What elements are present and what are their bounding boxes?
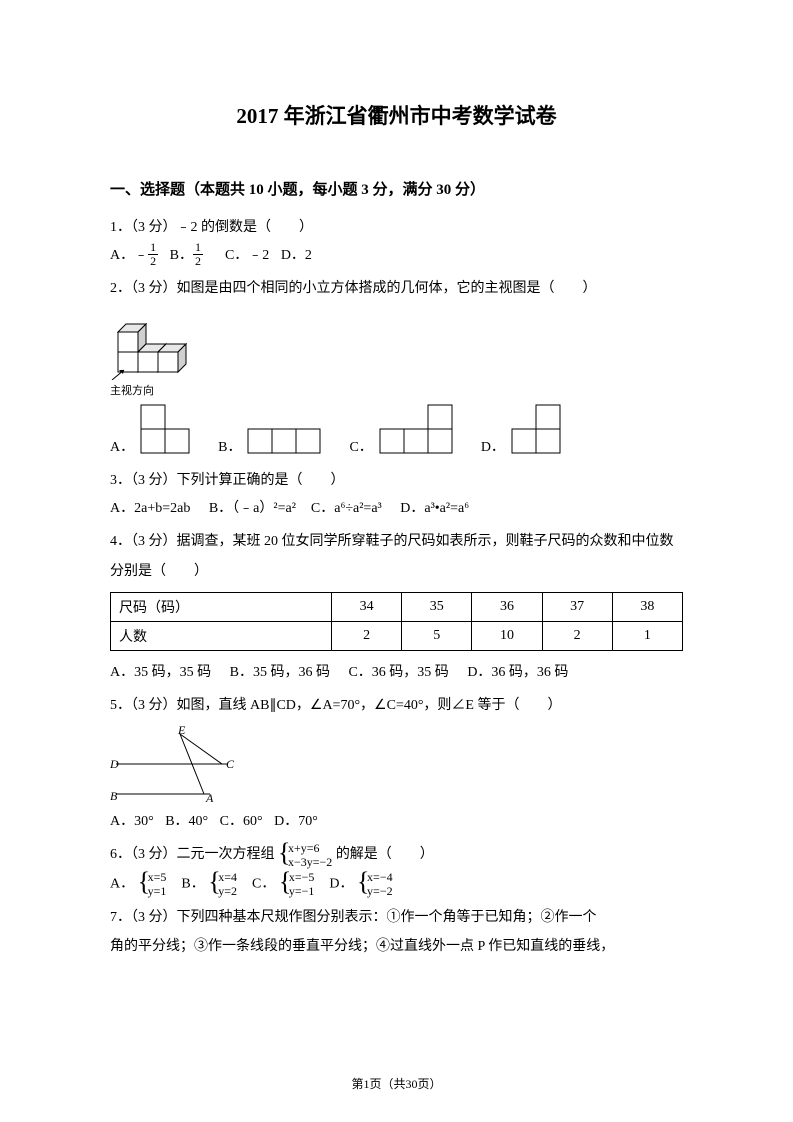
q2-solid-figure: 主视方向 bbox=[110, 310, 683, 398]
q2-option-a-figure bbox=[140, 404, 190, 456]
svg-text:C: C bbox=[226, 757, 235, 771]
question-5: 5．（3 分）如图，直线 AB∥CD，∠A=70°，∠C=40°，则∠E 等于（… bbox=[110, 691, 683, 720]
q5-option-a: A．30° bbox=[110, 808, 154, 836]
q6-option-a: A． x=5y=1 bbox=[110, 870, 166, 899]
svg-text:E: E bbox=[177, 724, 186, 737]
q2-option-c-figure bbox=[379, 404, 453, 456]
table-row: 尺码（码） 34 35 36 37 38 bbox=[111, 592, 683, 621]
q2-option-d-label: D． bbox=[481, 436, 505, 456]
table-row: 人数 2 5 10 2 1 bbox=[111, 621, 683, 650]
q3-option-b: B．（﹣a）²=a² bbox=[209, 495, 296, 523]
q5-option-b: B．40° bbox=[165, 808, 208, 836]
fraction-icon: 12 bbox=[193, 241, 203, 267]
question-6-options: A． x=5y=1 B． x=4y=2 C． x=−5y=−1 D． x=−4y… bbox=[110, 870, 683, 899]
q2-option-b-label: B． bbox=[218, 436, 241, 456]
section-1-heading: 一、选择题（本题共 10 小题，每小题 3 分，满分 30 分） bbox=[110, 178, 683, 199]
q5-option-d: D．70° bbox=[274, 808, 318, 836]
q5-option-c: C．60° bbox=[220, 808, 263, 836]
question-1: 1．（3 分）﹣2 的倒数是（ ） bbox=[110, 213, 683, 242]
q4-option-d: D．36 码，36 码 bbox=[467, 659, 568, 687]
svg-text:A: A bbox=[205, 791, 214, 804]
q4-option-b: B．35 码，36 码 bbox=[230, 659, 330, 687]
q3-option-d: D．a³•a²=a⁶ bbox=[400, 495, 469, 523]
q5-figure: E D C B A bbox=[110, 724, 683, 804]
parallel-lines-icon: E D C B A bbox=[110, 724, 250, 804]
q4-option-c: C．36 码，35 码 bbox=[348, 659, 448, 687]
cube-stack-icon bbox=[110, 310, 192, 380]
question-4-options: A．35 码，35 码 B．35 码，36 码 C．36 码，35 码 D．36… bbox=[110, 659, 683, 687]
q1-option-d: D．2 bbox=[281, 242, 312, 270]
question-5-options: A．30° B．40° C．60° D．70° bbox=[110, 808, 683, 836]
question-3: 3．（3 分）下列计算正确的是（ ） bbox=[110, 466, 683, 495]
svg-text:D: D bbox=[110, 757, 119, 771]
q6-option-d: D． x=−4y=−2 bbox=[329, 870, 392, 899]
q2-option-d-figure bbox=[511, 404, 561, 456]
q6-option-c: C． x=−5y=−1 bbox=[252, 870, 314, 899]
exam-page: 2017 年浙江省衢州市中考数学试卷 一、选择题（本题共 10 小题，每小题 3… bbox=[0, 0, 793, 1122]
question-6: 6．（3 分）二元一次方程组 x+y=6 x−3y=−2 的解是（ ） bbox=[110, 840, 683, 869]
q2-option-a-label: A． bbox=[110, 436, 134, 456]
question-7-line1: 7．（3 分）下列四种基本尺规作图分别表示：①作一个角等于已知角；②作一个 bbox=[110, 903, 683, 932]
q3-option-c: C．a⁶÷a²=a³ bbox=[311, 495, 382, 523]
q4-table: 尺码（码） 34 35 36 37 38 人数 2 5 10 2 1 bbox=[110, 592, 683, 651]
svg-text:B: B bbox=[110, 789, 118, 803]
q1-option-b: B．12 bbox=[170, 242, 203, 270]
q2-option-b-figure bbox=[247, 428, 321, 456]
q2-options-row: A． B． C． D． bbox=[110, 404, 683, 456]
page-title: 2017 年浙江省衢州市中考数学试卷 bbox=[110, 100, 683, 130]
fraction-icon: 12 bbox=[148, 241, 158, 267]
question-7-line2: 角的平分线；③作一条线段的垂直平分线；④过直线外一点 P 作已知直线的垂线， bbox=[110, 932, 683, 961]
question-1-options: A．﹣12 B．12 C．﹣2 D．2 bbox=[110, 242, 683, 270]
q6-option-b: B． x=4y=2 bbox=[181, 870, 237, 899]
q4-option-a: A．35 码，35 码 bbox=[110, 659, 211, 687]
page-footer: 第1页（共30页） bbox=[0, 1075, 793, 1092]
question-2: 2．（3 分）如图是由四个相同的小立方体搭成的几何体，它的主视图是（ ） bbox=[110, 274, 683, 303]
q1-option-c: C．﹣2 bbox=[225, 242, 269, 270]
q2-option-c-label: C． bbox=[349, 436, 372, 456]
question-3-options: A．2a+b=2ab B．（﹣a）²=a² C．a⁶÷a²=a³ D．a³•a²… bbox=[110, 495, 683, 523]
q1-option-a: A．﹣12 bbox=[110, 242, 158, 270]
question-4: 4．（3 分）据调查，某班 20 位女同学所穿鞋子的尺码如表所示，则鞋子尺码的众… bbox=[110, 527, 683, 586]
view-direction-label: 主视方向 bbox=[110, 382, 683, 398]
q3-option-a: A．2a+b=2ab bbox=[110, 495, 190, 523]
